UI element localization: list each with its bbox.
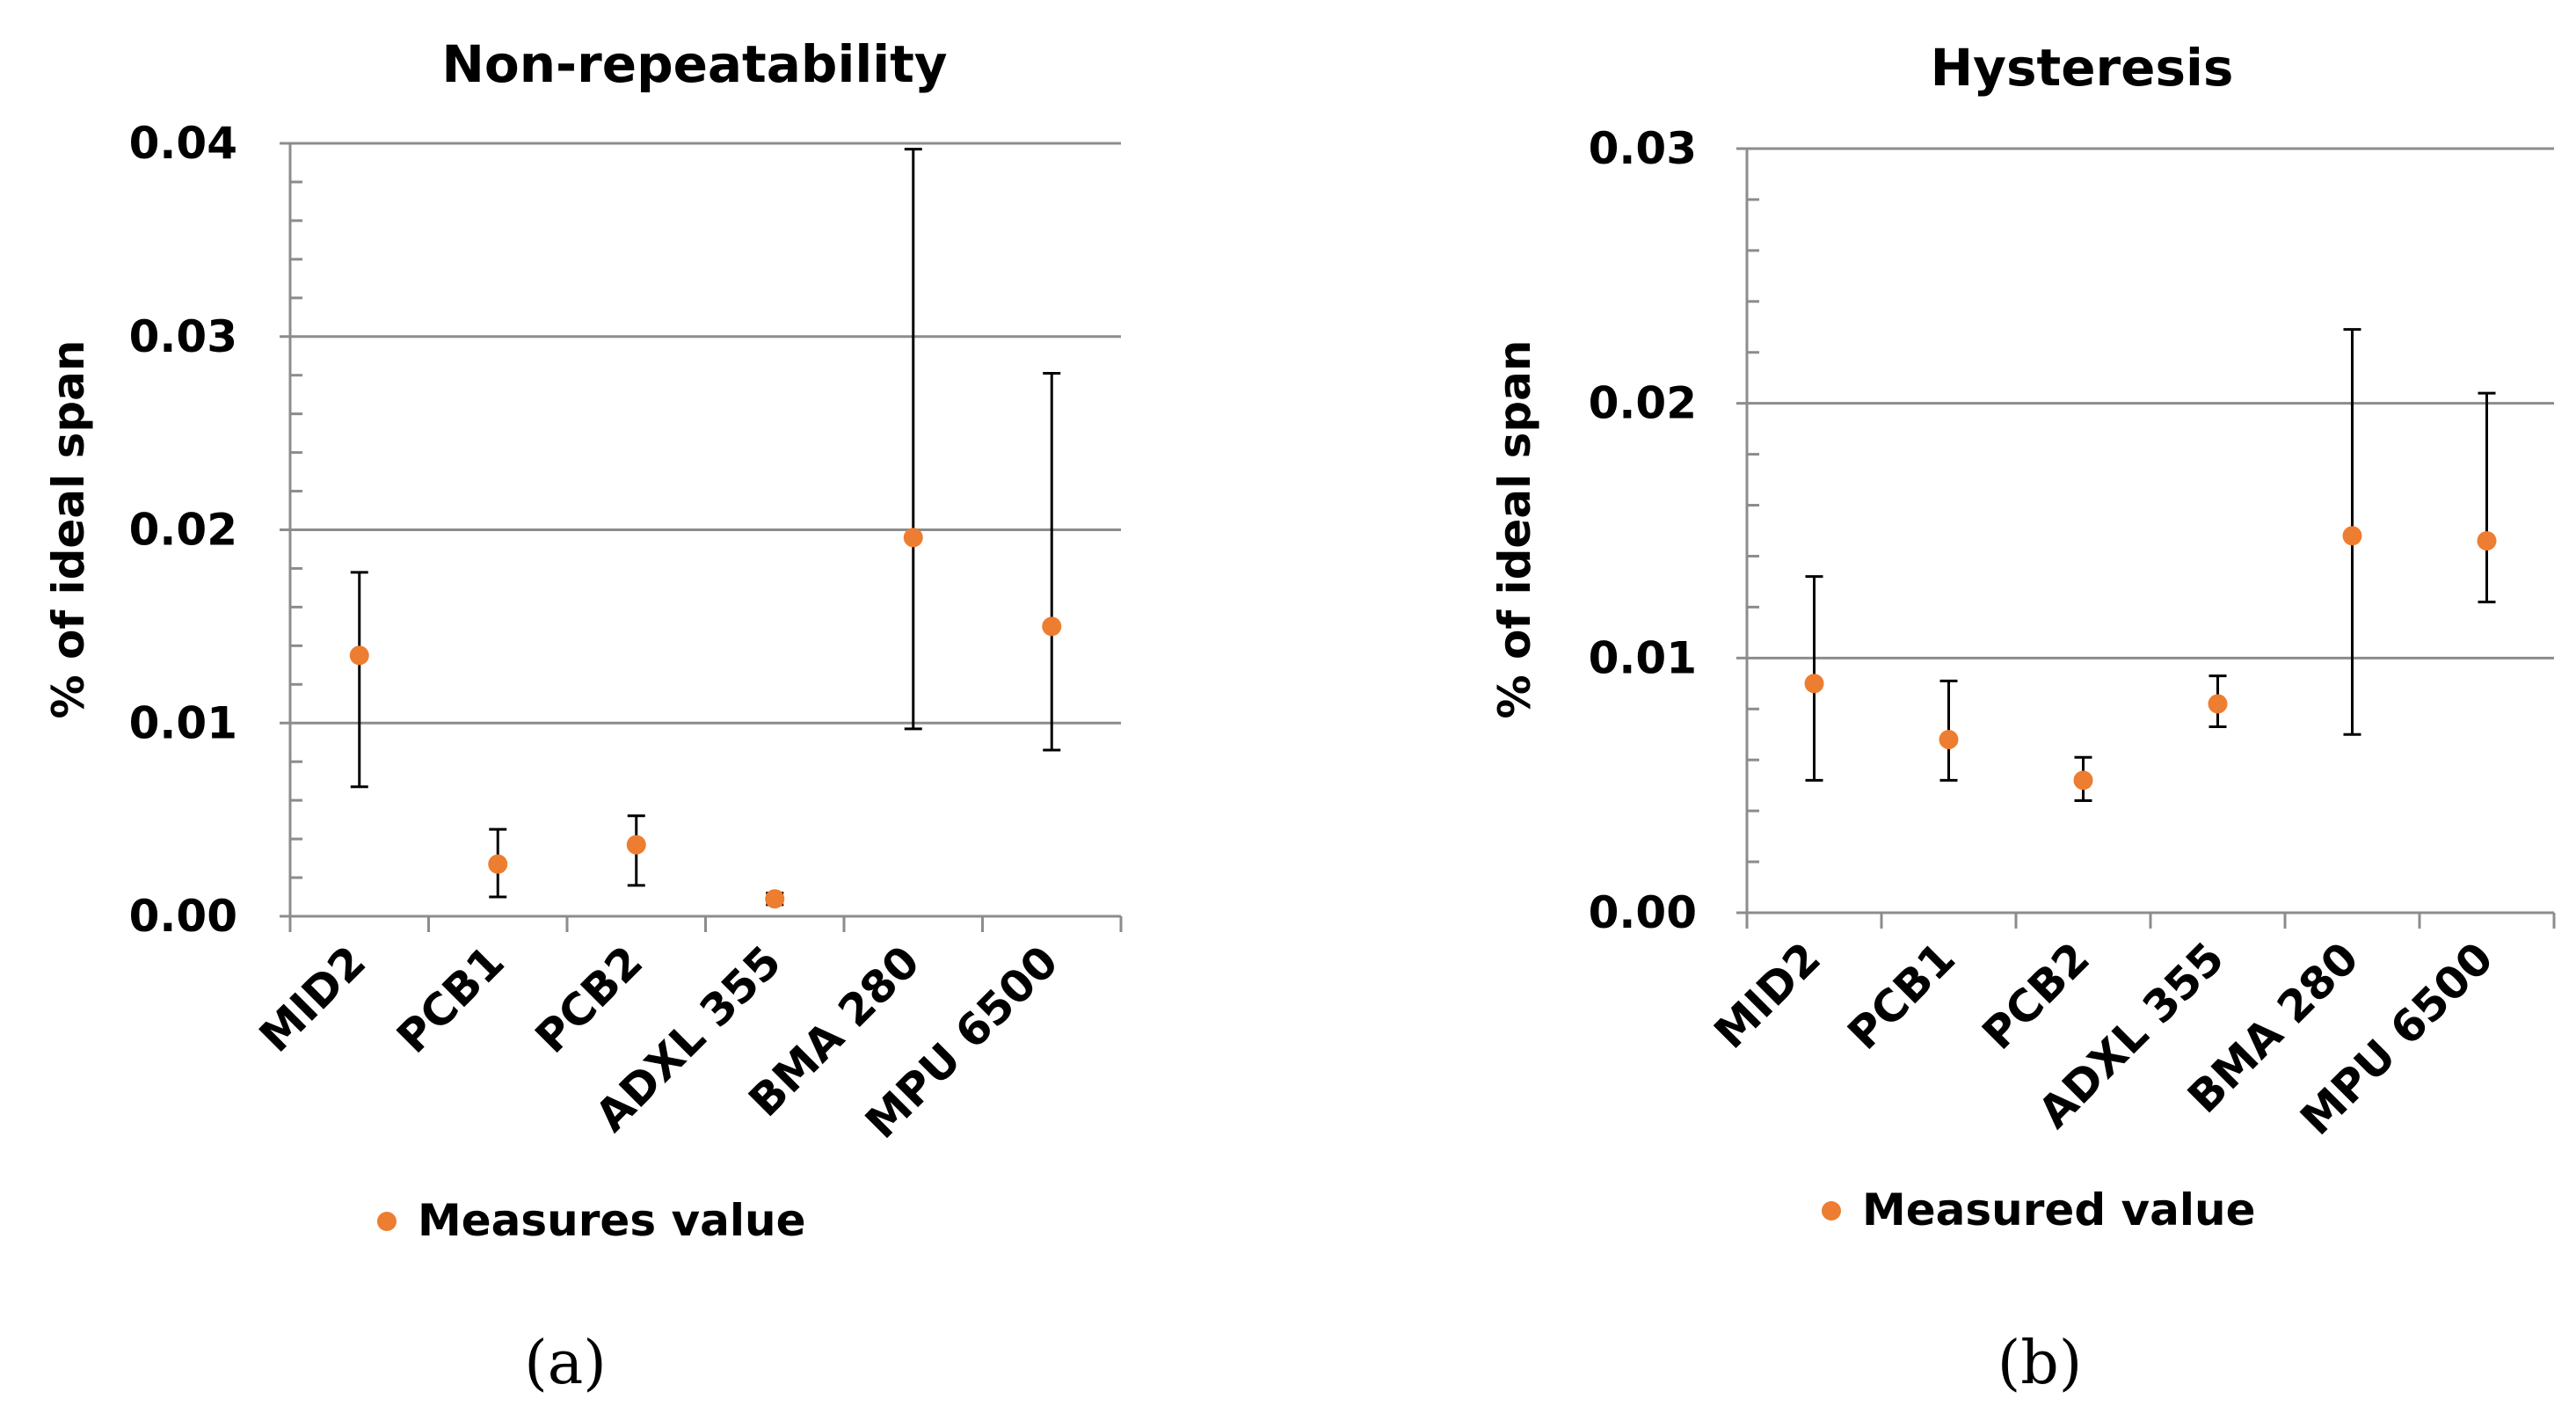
x-tick-label: PCB2 (526, 936, 652, 1062)
y-tick-label: 0.03 (1589, 123, 1697, 174)
data-point (488, 854, 508, 874)
data-point (626, 834, 646, 855)
data-point (903, 528, 923, 548)
y-axis-label: % of ideal span (43, 339, 94, 718)
legend-marker (1822, 1201, 1841, 1221)
data-point (2073, 770, 2093, 791)
panel-a-non-repeatability-chart: Non-repeatability 0.00 0.01 0.02 0.03 0.04 % o… (43, 34, 1123, 1398)
legend-label: Measures value (418, 1195, 805, 1246)
y-tick-label: 0.01 (1589, 632, 1697, 683)
data-point (2477, 531, 2497, 551)
data-point (349, 645, 369, 666)
y-tick-label: 0.00 (129, 891, 237, 942)
data-point (1042, 616, 1062, 637)
data-point (765, 889, 785, 909)
x-tick-label: PCB1 (387, 936, 513, 1062)
y-tick-label: 0.01 (129, 697, 237, 748)
data-point (2342, 526, 2362, 546)
data-point (1804, 674, 1824, 694)
y-axis-label: % of ideal span (1489, 339, 1540, 718)
panel-b-hysteresis-chart: Hysteresis 0.00 0.01 0.02 0.03 % of ideal spa… (1489, 38, 2556, 1398)
legend-label: Measured value (1862, 1184, 2256, 1235)
x-tick-label: MID2 (250, 936, 375, 1061)
x-tick-label: PCB1 (1838, 932, 1965, 1059)
y-tick-label: 0.00 (1589, 887, 1697, 938)
y-tick-label: 0.04 (129, 118, 237, 169)
panel-label: (a) (524, 1329, 607, 1398)
y-tick-label: 0.02 (129, 505, 237, 556)
y-tick-label: 0.03 (129, 311, 237, 362)
data-point (2208, 694, 2228, 714)
chart-title: Hysteresis (1931, 38, 2234, 98)
y-tick-label: 0.02 (1589, 378, 1697, 429)
x-tick-label: MID2 (1705, 932, 1830, 1058)
panel-label: (b) (1997, 1329, 2083, 1398)
data-point (1939, 730, 1959, 750)
chart-title: Non-repeatability (441, 34, 947, 94)
legend-marker (377, 1212, 397, 1231)
x-tick-label: PCB2 (1973, 932, 2099, 1059)
